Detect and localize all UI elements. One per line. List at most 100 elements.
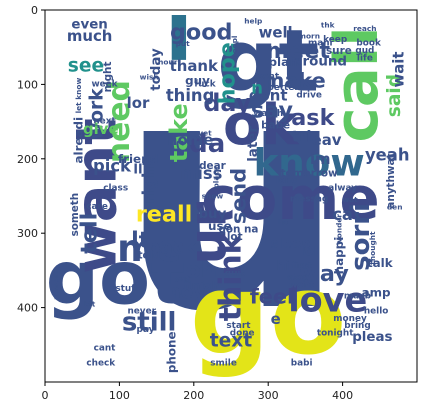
word-peopl: peopl: [230, 36, 239, 59]
word-night: night: [102, 62, 114, 93]
word-well: well: [259, 23, 293, 41]
word-got: got: [46, 234, 186, 321]
word-buy: buy: [198, 207, 226, 222]
word-remem: remem: [52, 270, 61, 299]
word-i: i: [165, 0, 193, 80]
word-still: still: [122, 307, 177, 337]
word-went: went: [289, 280, 315, 290]
word-first: first: [291, 262, 312, 272]
word-lot: lot: [227, 231, 243, 243]
word-finish: finish: [183, 278, 220, 292]
word-call: call: [323, 26, 392, 142]
word-take: take: [165, 103, 193, 162]
word-ur: ur: [179, 202, 239, 265]
word-next: next: [93, 117, 116, 127]
word-day: day: [203, 89, 251, 117]
word-dear: dear: [199, 160, 226, 172]
word-plan: plan: [269, 55, 298, 69]
word-put: put: [176, 39, 191, 48]
word-place: place: [212, 166, 221, 188]
word-mani: mani: [308, 38, 333, 48]
word-fuck: fuck: [194, 79, 216, 89]
word-stop: stop: [287, 273, 309, 283]
word-friend: friend: [118, 152, 158, 166]
word-care: care: [86, 202, 108, 212]
word-said: said: [384, 74, 405, 117]
word-lor: lor: [127, 94, 150, 112]
word-let-know: let know: [74, 78, 83, 114]
word-feel: feel: [250, 284, 294, 308]
word-pick: pick: [93, 157, 132, 176]
word-alreadi: alreadi: [71, 117, 85, 164]
word-miss: miss: [180, 164, 222, 183]
x-tick-label: 400: [332, 389, 353, 402]
word-send: send: [226, 168, 250, 224]
word-book: book: [356, 38, 382, 48]
word-hi: hi: [276, 259, 290, 274]
word-much: much: [67, 27, 113, 45]
word-someth: someth: [69, 193, 81, 237]
word-tell: tell: [77, 213, 103, 254]
word-hope: hope: [214, 42, 240, 104]
word-tri: tri: [292, 127, 312, 145]
word-make: make: [263, 69, 326, 93]
word-watch: watch: [253, 109, 283, 119]
word-sure: sure: [326, 45, 352, 57]
word-wait: wait: [389, 52, 407, 88]
word-want: want: [65, 118, 130, 274]
word-meet: meet: [266, 38, 330, 64]
word-today: today: [149, 48, 164, 91]
word-see: see: [68, 55, 104, 76]
word-come: come: [201, 165, 380, 234]
word-sent: sent: [257, 72, 280, 82]
word-class: class: [103, 184, 128, 194]
word-done: done: [230, 329, 255, 339]
word-babe: babe: [261, 119, 290, 131]
word-back: back: [147, 238, 197, 259]
word-work: work: [87, 88, 108, 140]
word-hour: hour: [158, 58, 178, 67]
word-let: let: [278, 218, 290, 227]
word-money: money: [333, 314, 367, 324]
word-yeah: yeah: [365, 146, 410, 165]
word-keep: keep: [323, 35, 347, 45]
word-reach: reach: [353, 24, 376, 33]
y-tick-label: 400: [17, 302, 38, 315]
word-lt: lt: [131, 228, 150, 254]
word-tomorrow: tomorrow: [281, 168, 338, 180]
word-amp: amp: [362, 286, 391, 300]
word-bit: bit: [84, 299, 96, 308]
y-tick-label: 0: [31, 4, 38, 17]
word-u: u: [119, 10, 347, 382]
word-n: n: [251, 79, 263, 98]
word-thing: thing: [166, 86, 215, 105]
word-ok: ok: [223, 93, 300, 158]
x-tick-label: 0: [42, 389, 49, 402]
word-ll: ll: [133, 162, 142, 177]
word-me: me: [117, 226, 181, 270]
y-tick-label: 100: [17, 78, 38, 91]
word-love: love: [288, 281, 367, 320]
word-hey: hey: [167, 282, 205, 303]
word-need: need: [102, 80, 137, 163]
word-da: da: [189, 129, 225, 159]
word-cant: cant: [94, 344, 117, 354]
word-stuff: stuff: [115, 284, 139, 294]
word-wish: wish: [140, 72, 159, 81]
word-better: better: [267, 83, 299, 93]
word-home: home: [167, 131, 213, 149]
word-thought: thought: [368, 231, 377, 265]
word-long: long: [276, 176, 298, 186]
word-think: think: [214, 233, 249, 321]
word-leav: leav: [307, 131, 342, 149]
word-good: good: [170, 19, 233, 45]
word-yet: yet: [198, 128, 212, 137]
word-sorri: sorri: [346, 203, 376, 271]
x-axis: 0 100 200 300 400: [42, 382, 353, 402]
word-check: check: [86, 358, 116, 368]
word-around: around: [294, 55, 348, 70]
word-den: den: [387, 203, 403, 212]
word-babi: babi: [291, 358, 313, 368]
word-help: help: [244, 17, 262, 26]
